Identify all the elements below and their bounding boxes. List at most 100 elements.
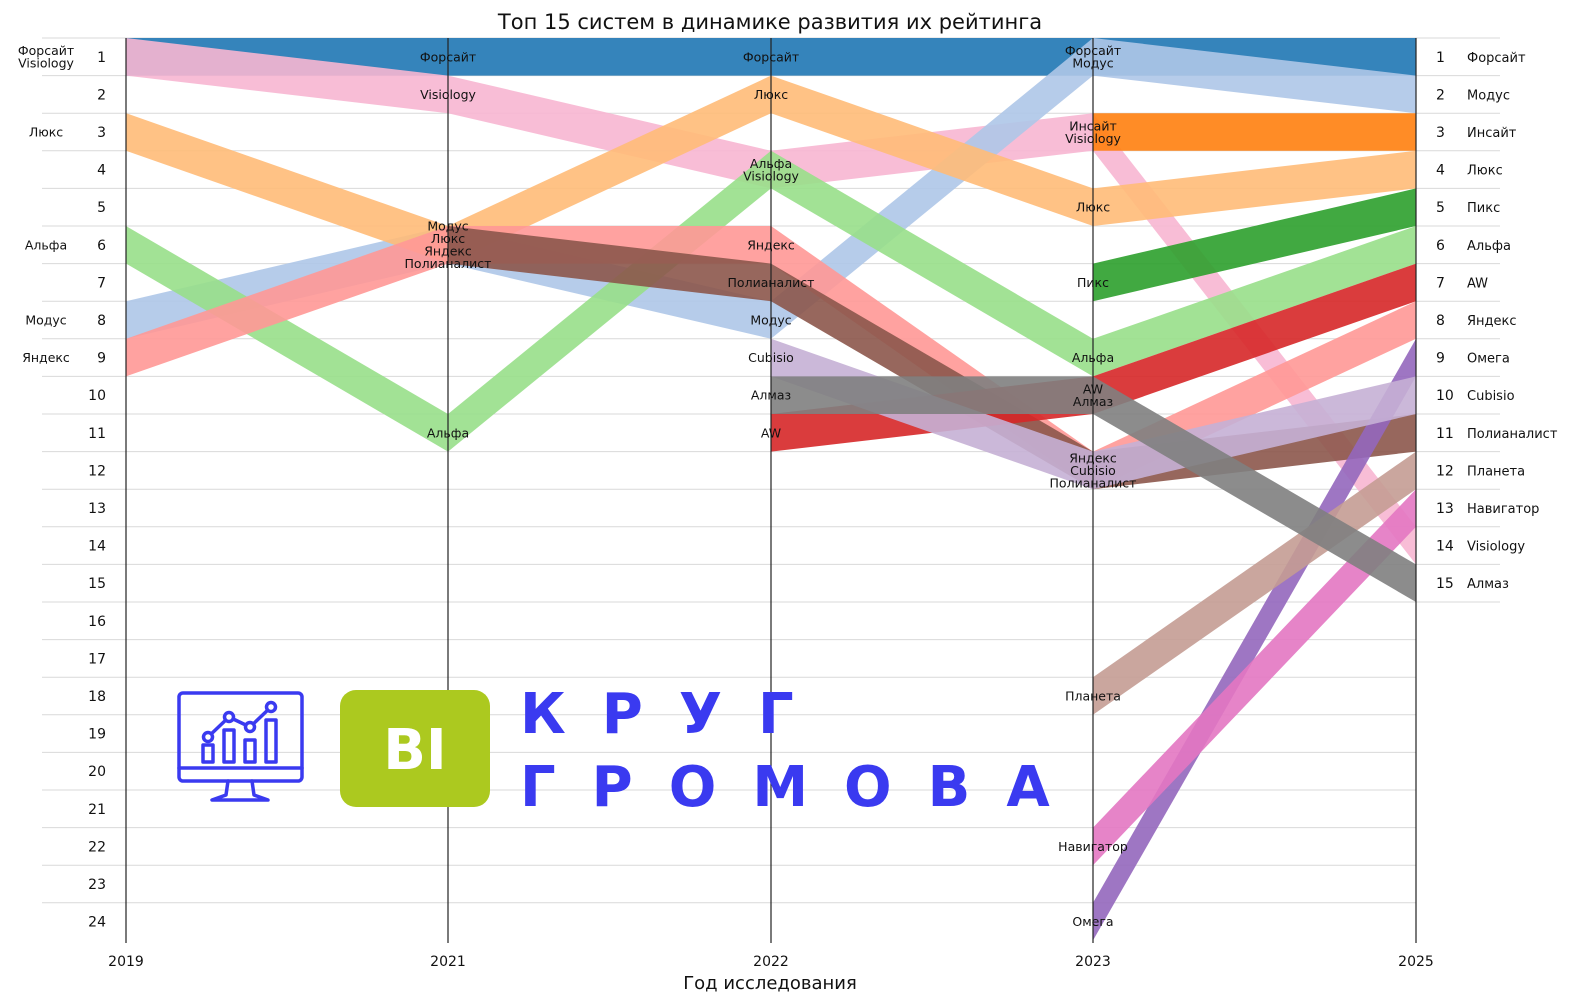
point-label: Visiology	[743, 168, 799, 183]
point-label: Visiology	[1065, 131, 1121, 146]
band-visiology	[126, 38, 448, 114]
point-label: Яндекс	[747, 237, 795, 252]
point-label: Полианалист	[728, 275, 815, 290]
bi-badge	[340, 690, 490, 807]
band-алмаз	[1093, 376, 1416, 602]
x-tick-label: 2019	[108, 954, 144, 970]
point-label: Яндекс	[22, 350, 70, 365]
final-rank-label: Навигатор	[1467, 502, 1539, 517]
y-tick-label: 15	[88, 576, 106, 592]
x-tick-label: 2022	[753, 954, 789, 970]
final-rank-label: AW	[1467, 276, 1488, 291]
x-tick-label: 2025	[1398, 954, 1434, 970]
band-навигатор	[1093, 489, 1416, 866]
y-tick-label: 8	[97, 313, 106, 329]
y-tick-label: 11	[88, 426, 106, 442]
point-label: Люкс	[1076, 200, 1110, 215]
y-tick-label: 17	[88, 651, 106, 667]
point-label: Яндекс	[1069, 450, 1117, 465]
y-tick-label: 16	[88, 614, 106, 630]
point-label: Полианалист	[1050, 475, 1137, 490]
point-label: Visiology	[420, 87, 476, 102]
y-tick-label: 6	[97, 238, 106, 254]
band-модус	[771, 38, 1093, 339]
final-rank-label: Алмаз	[1467, 577, 1509, 592]
final-rank-label: Модус	[1467, 88, 1510, 103]
final-rank-label: Омега	[1467, 352, 1510, 367]
final-rank-number: 1	[1436, 50, 1445, 66]
logo-line-2: ГРОМОВА	[520, 755, 1086, 820]
point-label: AW	[761, 425, 781, 440]
final-rank-label: Полианалист	[1467, 427, 1558, 442]
y-tick-label: 12	[88, 463, 106, 479]
point-label: Cubisio	[1070, 463, 1116, 478]
y-tick-label: 10	[88, 388, 106, 404]
band-форсайт	[771, 38, 1093, 76]
point-label: Планета	[1065, 689, 1121, 704]
final-rank-number: 2	[1436, 87, 1445, 103]
point-label: Модус	[25, 313, 66, 328]
final-rank-number: 6	[1436, 238, 1445, 254]
final-rank-number: 3	[1436, 125, 1445, 141]
y-tick-label: 21	[88, 802, 106, 818]
final-rank-number: 14	[1436, 539, 1454, 555]
point-label: AW	[1083, 381, 1103, 396]
y-tick-label: 20	[88, 764, 106, 780]
y-tick-label: 19	[88, 727, 106, 743]
band-альфа	[1093, 226, 1416, 377]
band-aw	[1093, 263, 1416, 414]
final-rank-label: Visiology	[1467, 540, 1525, 555]
band-форсайт	[448, 38, 771, 76]
point-label: Алмаз	[751, 388, 791, 403]
band-люкс	[126, 113, 448, 264]
point-label: Альфа	[25, 237, 67, 252]
point-label: Альфа	[427, 425, 469, 440]
point-label: Люкс	[754, 87, 788, 102]
logo-line-1: КРУГ	[520, 682, 830, 747]
band-модус	[1093, 38, 1416, 114]
final-rank-number: 11	[1436, 426, 1454, 442]
x-axis-label: Год исследования	[683, 973, 857, 994]
y-tick-label: 4	[97, 163, 106, 179]
y-tick-label: 24	[88, 915, 106, 931]
final-rank-number: 9	[1436, 351, 1445, 367]
y-tick-label: 18	[88, 689, 106, 705]
point-label: Модус	[750, 313, 791, 328]
band-альфа	[771, 150, 1093, 377]
rank-bands	[126, 38, 1416, 941]
point-label: Пикс	[1077, 275, 1109, 290]
point-label: Алмаз	[1073, 394, 1113, 409]
point-label: Альфа	[750, 156, 792, 171]
final-rank-label: Яндекс	[1467, 314, 1517, 329]
point-label: Люкс	[29, 125, 63, 140]
point-label: Полианалист	[405, 256, 492, 271]
y-tick-label: 3	[97, 125, 106, 141]
y-tick-label: 23	[88, 877, 106, 893]
y-tick-label: 5	[97, 200, 106, 216]
band-яндекс	[126, 226, 448, 377]
point-label: Навигатор	[1058, 839, 1128, 854]
band-пикс	[1093, 188, 1416, 302]
point-label: Форсайт	[1065, 43, 1121, 58]
final-rank-number: 13	[1436, 501, 1454, 517]
x-tick-label: 2023	[1075, 954, 1111, 970]
final-rank-number: 7	[1436, 275, 1445, 291]
bi-badge-text: BI	[383, 718, 447, 783]
band-алмаз	[771, 376, 1093, 414]
final-rank-number: 4	[1436, 163, 1445, 179]
point-labels: Форсайт Visiology Люкс Альфа Модус Яндекс Форс…	[18, 43, 1558, 929]
point-label: Люкс	[431, 231, 465, 246]
band-омега	[1093, 338, 1416, 941]
monitor-chart-icon	[177, 691, 304, 802]
y-tick-label: 1	[97, 50, 106, 66]
final-rank-number: 5	[1436, 200, 1445, 216]
band-люкс	[1093, 150, 1416, 226]
point-label: Модус	[427, 219, 468, 234]
band-люкс	[771, 75, 1093, 226]
point-label: Форсайт	[743, 49, 799, 64]
band-люкс	[448, 75, 771, 264]
y-tick-label: 22	[88, 839, 106, 855]
final-rank-label: Пикс	[1467, 201, 1500, 216]
point-label: Форсайт	[420, 49, 476, 64]
